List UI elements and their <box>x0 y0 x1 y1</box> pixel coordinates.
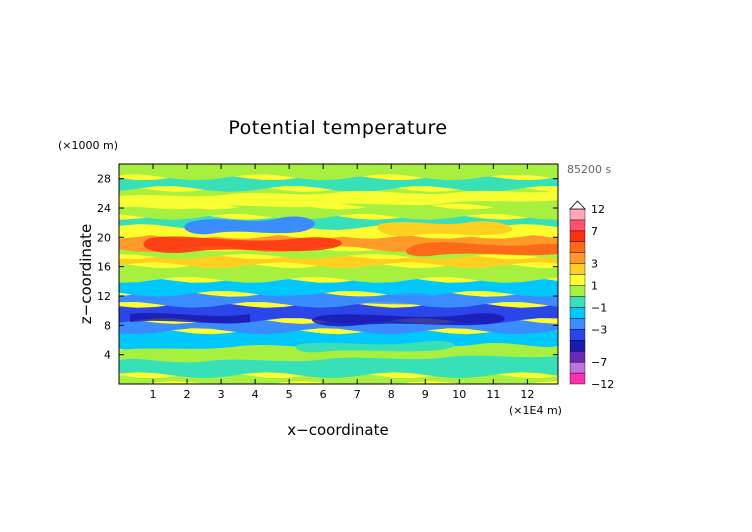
field-patch <box>311 313 505 327</box>
colorbar-cell <box>569 285 586 297</box>
colorbar-cell <box>569 219 586 232</box>
x-unit-label: (×1E4 m) <box>509 404 562 417</box>
colorbar-cell <box>569 340 586 352</box>
colorbar-cell <box>569 296 586 308</box>
y-tick-label: 12 <box>97 290 111 303</box>
x-tick-label: 7 <box>354 388 361 401</box>
colorbar-cell <box>569 252 586 264</box>
x-tick-label: 10 <box>452 388 466 401</box>
field-patch <box>269 293 435 305</box>
y-tick-label: 4 <box>104 349 111 362</box>
colorbar-cell <box>569 318 586 330</box>
colorbar-tick-label: 7 <box>591 225 598 238</box>
colorbar-cell <box>569 208 586 221</box>
x-tick-label: 6 <box>320 388 327 401</box>
y-tick-label: 24 <box>97 202 111 215</box>
field-patch <box>143 236 342 254</box>
heatmap-band <box>119 203 558 220</box>
colorbar-tick-label: −12 <box>591 378 614 391</box>
colorbar-tick-label: −3 <box>591 323 607 336</box>
x-tick-label: 11 <box>486 388 500 401</box>
time-label: 85200 s <box>567 163 611 176</box>
x-tick-label: 12 <box>520 388 534 401</box>
y-tick-label: 8 <box>104 319 111 332</box>
colorbar-tick-label: −7 <box>591 356 607 369</box>
field-patch <box>184 216 315 235</box>
colorbar-tick-label: 12 <box>591 203 605 216</box>
x-tick-label: 5 <box>286 388 293 401</box>
y-tick-label: 16 <box>97 261 111 274</box>
y-axis-label: z−coordinate <box>77 224 95 324</box>
x-tick-label: 8 <box>388 388 395 401</box>
y-tick-label: 28 <box>97 173 111 186</box>
colorbar-cell <box>569 230 586 243</box>
colorbar-cell <box>569 361 586 374</box>
colorbar-cell <box>569 372 586 385</box>
field-patch <box>406 242 558 257</box>
colorbar-cell <box>569 307 586 319</box>
field-patches <box>119 164 558 363</box>
x-tick-label: 2 <box>184 388 191 401</box>
colorbar-tick-label: 3 <box>591 258 598 271</box>
y-tick-label: 20 <box>97 231 111 244</box>
colorbar-tick-label: −1 <box>591 301 607 314</box>
field-patch <box>330 164 558 178</box>
x-axis-label: x−coordinate <box>287 421 388 439</box>
x-tick-label: 9 <box>422 388 429 401</box>
heatmap-field <box>119 164 558 384</box>
colorbar-cell <box>569 329 586 341</box>
colorbar-cell <box>569 350 586 363</box>
x-tick-label: 1 <box>150 388 157 401</box>
x-axis: 1 2 3 4 5 6 7 8 9 10 11 12 <box>150 164 534 401</box>
colorbar-cell <box>569 274 586 286</box>
field-patch <box>130 313 250 324</box>
heatmap-band <box>119 276 558 297</box>
field-patch <box>377 221 513 237</box>
colorbar: 12 7 3 1 −1 −3 −7 −12 <box>569 200 614 391</box>
chart-title: Potential temperature <box>228 117 447 139</box>
y-unit-label: (×1000 m) <box>58 139 118 152</box>
plot-frame <box>118 163 559 385</box>
colorbar-extend-arrow <box>569 200 586 210</box>
field-patch <box>296 340 455 353</box>
x-tick-label: 4 <box>252 388 259 401</box>
colorbar-cell <box>569 263 586 275</box>
field-patch <box>119 190 558 210</box>
x-tick-label: 3 <box>218 388 225 401</box>
colorbar-tick-label: 1 <box>591 280 598 293</box>
colorbar-cell <box>569 241 586 253</box>
y-axis: 4 8 12 16 20 24 28 <box>97 173 558 362</box>
